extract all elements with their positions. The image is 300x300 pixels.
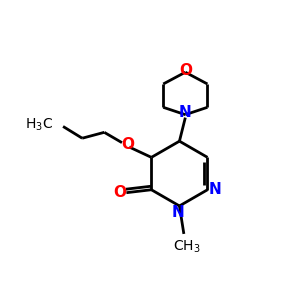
- Text: H$_3$C: H$_3$C: [25, 117, 53, 133]
- Text: O: O: [113, 185, 126, 200]
- Text: O: O: [179, 63, 192, 78]
- Text: O: O: [121, 136, 134, 152]
- Text: CH$_3$: CH$_3$: [173, 238, 201, 255]
- Text: N: N: [172, 205, 184, 220]
- Text: N: N: [208, 182, 221, 197]
- Text: N: N: [179, 105, 192, 120]
